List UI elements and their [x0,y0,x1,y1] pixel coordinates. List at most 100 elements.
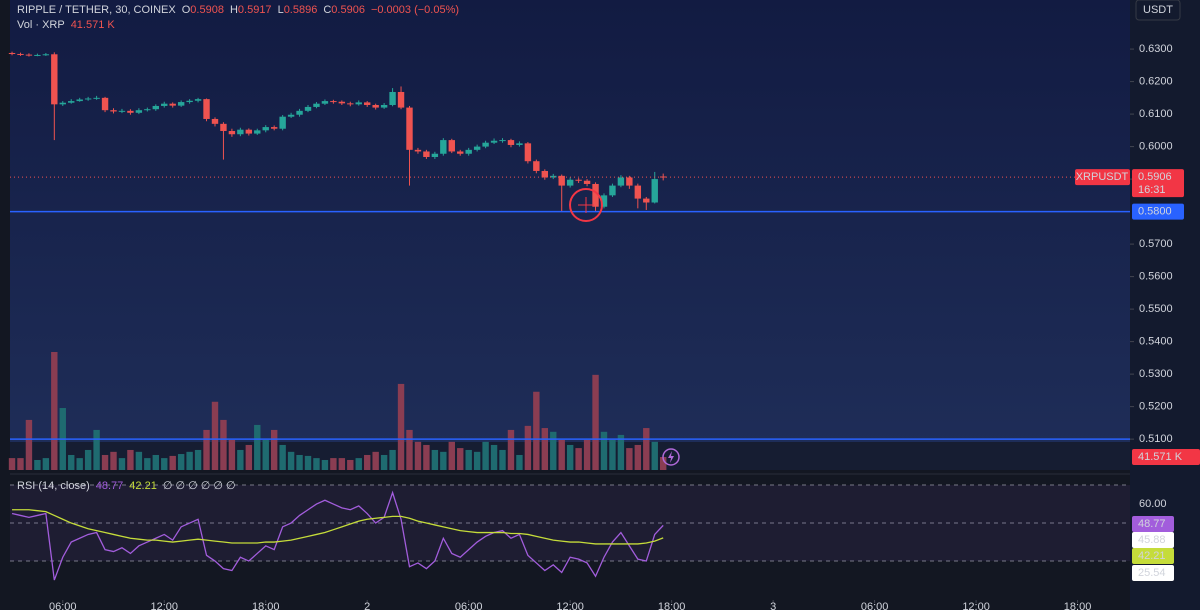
candle-body [507,140,515,145]
price-label-box [1132,203,1184,220]
candle-body [533,161,540,171]
candle-body [364,102,371,105]
x-tick-label: 06:00 [455,601,483,610]
volume-bar [541,428,548,470]
legend-item: ∅ ∅ ∅ ∅ ∅ ∅ [163,480,236,492]
volume-bar [304,455,312,470]
volume-bar [262,439,269,470]
candle-body [558,175,565,186]
y-tick-label: 0.5500 [1139,303,1173,315]
candle-body [626,177,633,186]
candle-body [228,130,236,135]
volume-bar [516,454,523,470]
candle-body [262,127,269,131]
volume-bar [211,401,219,470]
volume-bar [279,444,286,470]
volume-bar [144,458,151,470]
rsi-axis-label: 48.77 [1138,518,1166,530]
x-tick-label: 18:00 [1064,601,1092,610]
legend-item: RIPPLE / TETHER, 30, COINEX [17,4,176,16]
candle-body [118,110,126,112]
countdown: 16:31 [1138,184,1166,196]
volume-bar [25,419,33,470]
currency-button[interactable] [1135,0,1181,21]
rsi-axis-label: 45.88 [1138,534,1166,546]
volume-bar [186,451,193,470]
x-tick-label: 18:00 [252,601,280,610]
volume-bar [287,451,295,470]
volume-bar [609,439,616,470]
volume-bar [68,454,75,470]
candle-body [186,100,193,103]
volume-bar [194,449,202,470]
candle-body [25,54,33,56]
candle-body [490,140,498,143]
candle-body [592,183,599,207]
volume-bar [617,434,625,470]
volume-bar [397,383,405,470]
candle-body [296,110,303,115]
legend-item: L [278,4,284,16]
y-tick-label: 0.6200 [1139,75,1173,87]
volume-bar [135,451,143,470]
candle-body [245,129,253,134]
volume-bar [372,451,379,470]
volume-bar [550,431,557,470]
candle-body [380,104,388,108]
symbol-tag: XRPUSDT [1076,171,1129,183]
volume-bar [203,429,210,470]
candle-body [161,103,168,106]
candle-body [389,91,396,105]
legend-item: Vol · XRP [17,19,65,31]
candle-body [76,99,83,102]
candle-body [659,176,667,178]
candle-body [237,129,244,135]
candle-body [59,102,66,105]
volume-bar [254,424,261,470]
volume-bar [431,449,439,470]
candle-body [17,53,24,55]
candle-body [600,195,608,207]
candle-body [321,101,329,104]
volume-bar [8,458,16,470]
alert-icon[interactable] [662,448,680,466]
rsi-label-box [1132,532,1174,548]
price-pane [10,0,1130,470]
candle-body [220,123,227,131]
rsi-tick-label: 60.00 [1139,498,1167,510]
volume-bar [473,451,481,470]
rsi-label-box [1132,548,1174,564]
rsi-label-box [1132,516,1174,532]
candle-body [34,54,41,56]
volume-bar [364,454,371,470]
volume-bar [651,441,658,470]
candle-body [194,99,202,101]
volume-bar [17,458,24,470]
candle-body [499,140,506,142]
volume-bar [423,444,430,470]
rsi-axis-label: 42.21 [1138,550,1166,562]
volume-bar [566,444,574,470]
volume-bar [347,459,354,470]
volume-bar [600,431,608,470]
legend: RIPPLE / TETHER, 30, COINEX O0.5908 H0.591… [17,4,459,16]
volume-bar [448,441,455,470]
candle-body [609,185,616,196]
volume-bar [440,451,447,470]
candle-body [431,153,439,157]
legend-item: 0.5908 [190,4,224,16]
volume-bar [380,454,388,470]
candle-body [152,105,159,110]
rsi-ma-line [12,509,664,545]
volume-bar [414,441,422,470]
candle-body [423,151,430,157]
candle-body [414,149,422,152]
legend-item: 0.5906 [331,4,365,16]
annotation-circle [569,188,603,222]
volume-bar [406,429,413,470]
x-tick-label: 12:00 [962,601,990,610]
candle-body [135,110,143,113]
candle-body [448,140,455,152]
volume-bar [330,458,337,470]
volume-bar [626,448,633,470]
